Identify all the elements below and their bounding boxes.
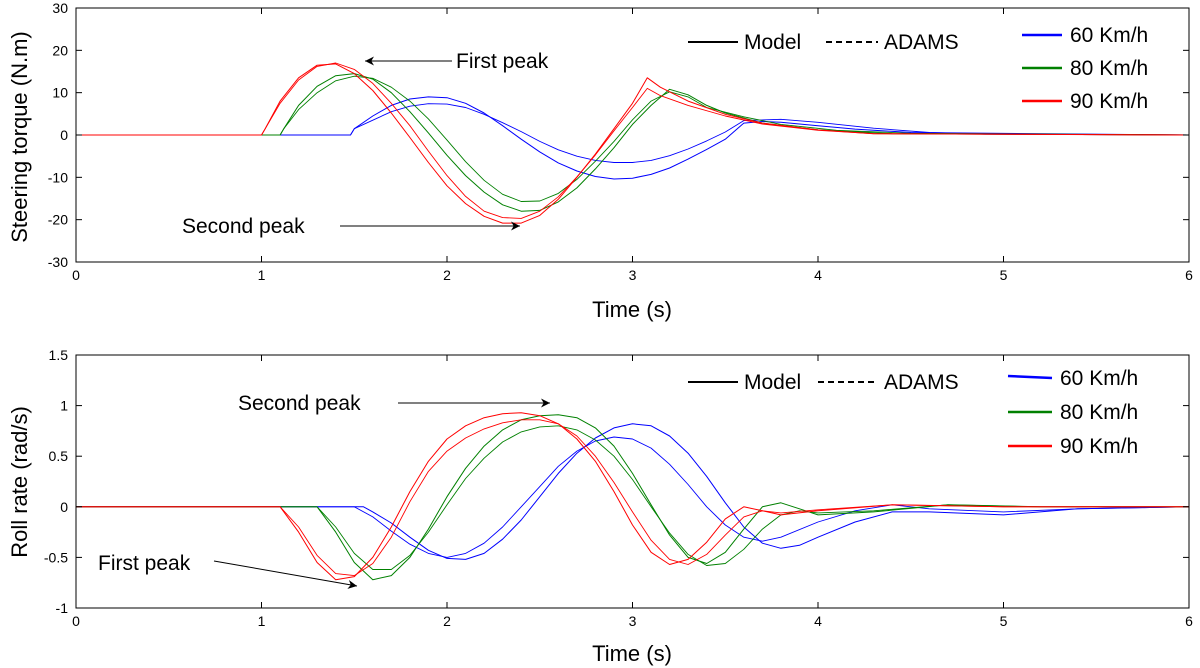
y-tick-label: 20 (52, 42, 68, 58)
x-tick-label: 6 (1185, 613, 1193, 629)
svg-text:First peak: First peak (456, 50, 549, 73)
x-tick-label: 5 (1000, 267, 1008, 283)
annotation-first-peak: First peak (365, 50, 549, 73)
series-line-80-km-h-model (76, 414, 1189, 581)
series-line-90-km-h-model (76, 63, 1190, 224)
legend-80-label: 80 Km/h (1060, 401, 1138, 424)
chart-steering-torque: 0 1 2 3 4 5 6 -30 -20 -10 0 10 20 30 Time (s) Steerin… (7, 0, 1193, 322)
x-axis-label: Time (s) (592, 641, 672, 666)
legend-style: Model ADAMS (688, 371, 959, 394)
series-line-60-km-h-adams (76, 103, 1190, 163)
legend-60-label: 60 Km/h (1060, 367, 1138, 390)
legend-style: Model ADAMS (688, 31, 959, 54)
y-tick-label: 30 (52, 0, 68, 16)
svg-text:Second peak: Second peak (238, 392, 361, 415)
svg-text:First peak: First peak (98, 552, 191, 575)
annotation-first-peak: First peak (98, 552, 358, 589)
x-tick-label: 4 (814, 267, 822, 283)
legend-90-label: 90 Km/h (1070, 90, 1148, 113)
series-line-90-km-h-model (76, 412, 1189, 581)
x-tick-label: 2 (443, 613, 451, 629)
x-tick-label: 1 (258, 613, 266, 629)
legend-speeds: 60 Km/h 80 Km/h 90 Km/h (1022, 24, 1148, 113)
y-tick-label: 0 (60, 127, 68, 143)
legend-60-swatch (1007, 374, 1053, 380)
y-tick-label: -20 (48, 212, 68, 228)
y-tick-label: 10 (52, 85, 68, 101)
x-tick-label: 2 (443, 267, 451, 283)
x-tick-label: 0 (72, 613, 80, 629)
legend-80-label: 80 Km/h (1070, 57, 1148, 80)
series-line-80-km-h-adams (76, 425, 1189, 570)
legend-speeds: 60 Km/h 80 Km/h 90 Km/h (1007, 367, 1138, 458)
y-tick-label: 1.5 (49, 347, 69, 363)
legend-model-label: Model (744, 371, 801, 394)
legend-adams-label: ADAMS (884, 31, 959, 54)
y-axis-label: Steering torque (N.m) (7, 31, 32, 243)
x-tick-label: 4 (814, 613, 822, 629)
series-line-90-km-h-adams (76, 62, 1190, 219)
series-group (76, 412, 1190, 581)
y-tick-label: 1 (60, 398, 68, 414)
series-line-80-km-h-model (76, 73, 1190, 212)
tick-labels: 0 1 2 3 4 5 6 -1 -0.5 0 0.5 1 1.5 (44, 347, 1193, 629)
x-tick-label: 0 (72, 267, 80, 283)
ticks (75, 354, 1190, 609)
legend-60-label: 60 Km/h (1070, 24, 1148, 47)
series-line-60-km-h-model (76, 423, 1190, 560)
y-tick-label: -0.5 (44, 549, 68, 565)
series-line-80-km-h-adams (76, 75, 1190, 202)
annotation-second-peak: Second peak (238, 392, 550, 415)
legend-adams-label: ADAMS (884, 371, 959, 394)
x-tick-label: 3 (629, 267, 637, 283)
x-tick-label: 6 (1185, 267, 1193, 283)
chart-roll-rate: 0 1 2 3 4 5 6 -1 -0.5 0 0.5 1 1.5 Time (s) Roll rate… (7, 347, 1193, 666)
y-tick-label: 0.5 (49, 448, 69, 464)
y-tick-label: -1 (56, 600, 69, 616)
svg-text:Second peak: Second peak (182, 215, 305, 238)
x-tick-label: 1 (258, 267, 266, 283)
series-line-60-km-h-adams (76, 436, 1190, 558)
series-group (76, 62, 1190, 224)
y-axis-label: Roll rate (rad/s) (7, 406, 32, 558)
x-axis-label: Time (s) (592, 297, 672, 322)
series-line-90-km-h-adams (76, 419, 1189, 577)
y-tick-label: -30 (48, 254, 68, 270)
annotation-second-peak: Second peak (182, 215, 520, 238)
y-tick-label: 0 (60, 499, 68, 515)
y-tick-label: -10 (48, 169, 68, 185)
legend-90-label: 90 Km/h (1060, 435, 1138, 458)
ticks (75, 7, 1190, 263)
tick-labels: 0 1 2 3 4 5 6 -30 -20 -10 0 10 20 30 (48, 0, 1193, 283)
legend-model-label: Model (744, 31, 801, 54)
annotation-arrow (213, 560, 358, 589)
series-line-60-km-h-model (76, 96, 1190, 180)
x-tick-label: 5 (1000, 613, 1008, 629)
x-tick-label: 3 (629, 613, 637, 629)
